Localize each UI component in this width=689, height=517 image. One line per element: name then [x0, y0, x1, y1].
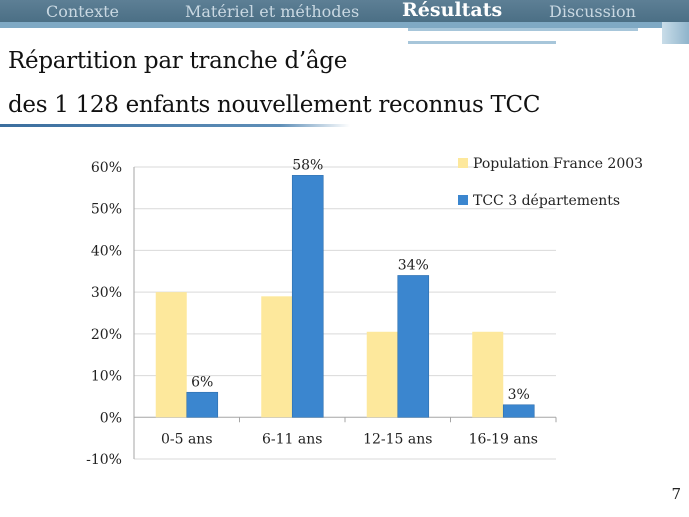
y-tick-label: -10%	[86, 452, 122, 468]
nav-item-materiel-methodes[interactable]: Matériel et méthodes	[185, 2, 360, 21]
bar-tcc	[397, 275, 430, 418]
bar-tcc	[502, 404, 535, 418]
y-tick-label: 60%	[91, 160, 122, 176]
navbar-accent-line	[408, 28, 638, 31]
nav-item-resultats[interactable]: Résultats	[402, 0, 503, 21]
data-label: 34%	[398, 257, 429, 273]
legend-label: TCC 3 départements	[473, 193, 620, 209]
legend-swatch	[458, 158, 468, 168]
y-tick-label: 0%	[100, 410, 122, 426]
title-underline	[0, 124, 350, 127]
data-label: 58%	[292, 157, 323, 173]
data-label: 3%	[508, 387, 530, 403]
section-navbar: Contexte Matériel et méthodes Résultats …	[0, 0, 689, 22]
y-tick-label: 20%	[91, 327, 122, 343]
page-number: 7	[671, 485, 681, 503]
y-tick-label: 10%	[91, 369, 122, 385]
legend-label: Population France 2003	[473, 156, 643, 172]
slide-title-line-2: des 1 128 enfants nouvellement reconnus …	[8, 92, 541, 118]
y-tick-label: 40%	[91, 243, 122, 259]
x-category-label: 12-15 ans	[363, 431, 432, 447]
bar-population-france	[472, 331, 504, 418]
x-category-label: 0-5 ans	[161, 431, 213, 447]
bar-tcc	[186, 391, 219, 418]
nav-item-contexte[interactable]: Contexte	[46, 2, 119, 21]
x-category-label: 16-19 ans	[469, 431, 538, 447]
y-tick-label: 30%	[91, 285, 122, 301]
data-label: 6%	[191, 374, 213, 390]
bar-tcc	[291, 175, 324, 418]
bar-population-france	[261, 296, 293, 418]
nav-item-discussion[interactable]: Discussion	[549, 2, 636, 21]
bar-population-france	[155, 292, 187, 418]
y-tick-label: 50%	[91, 202, 122, 218]
x-category-label: 6-11 ans	[262, 431, 322, 447]
legend-swatch	[458, 195, 468, 205]
navbar-stripe	[0, 22, 689, 28]
slide-title-line-1: Répartition par tranche d’âge	[8, 48, 348, 74]
bar-population-france	[366, 331, 398, 418]
corner-decoration	[662, 22, 689, 44]
navbar-accent-line-2	[408, 41, 556, 44]
